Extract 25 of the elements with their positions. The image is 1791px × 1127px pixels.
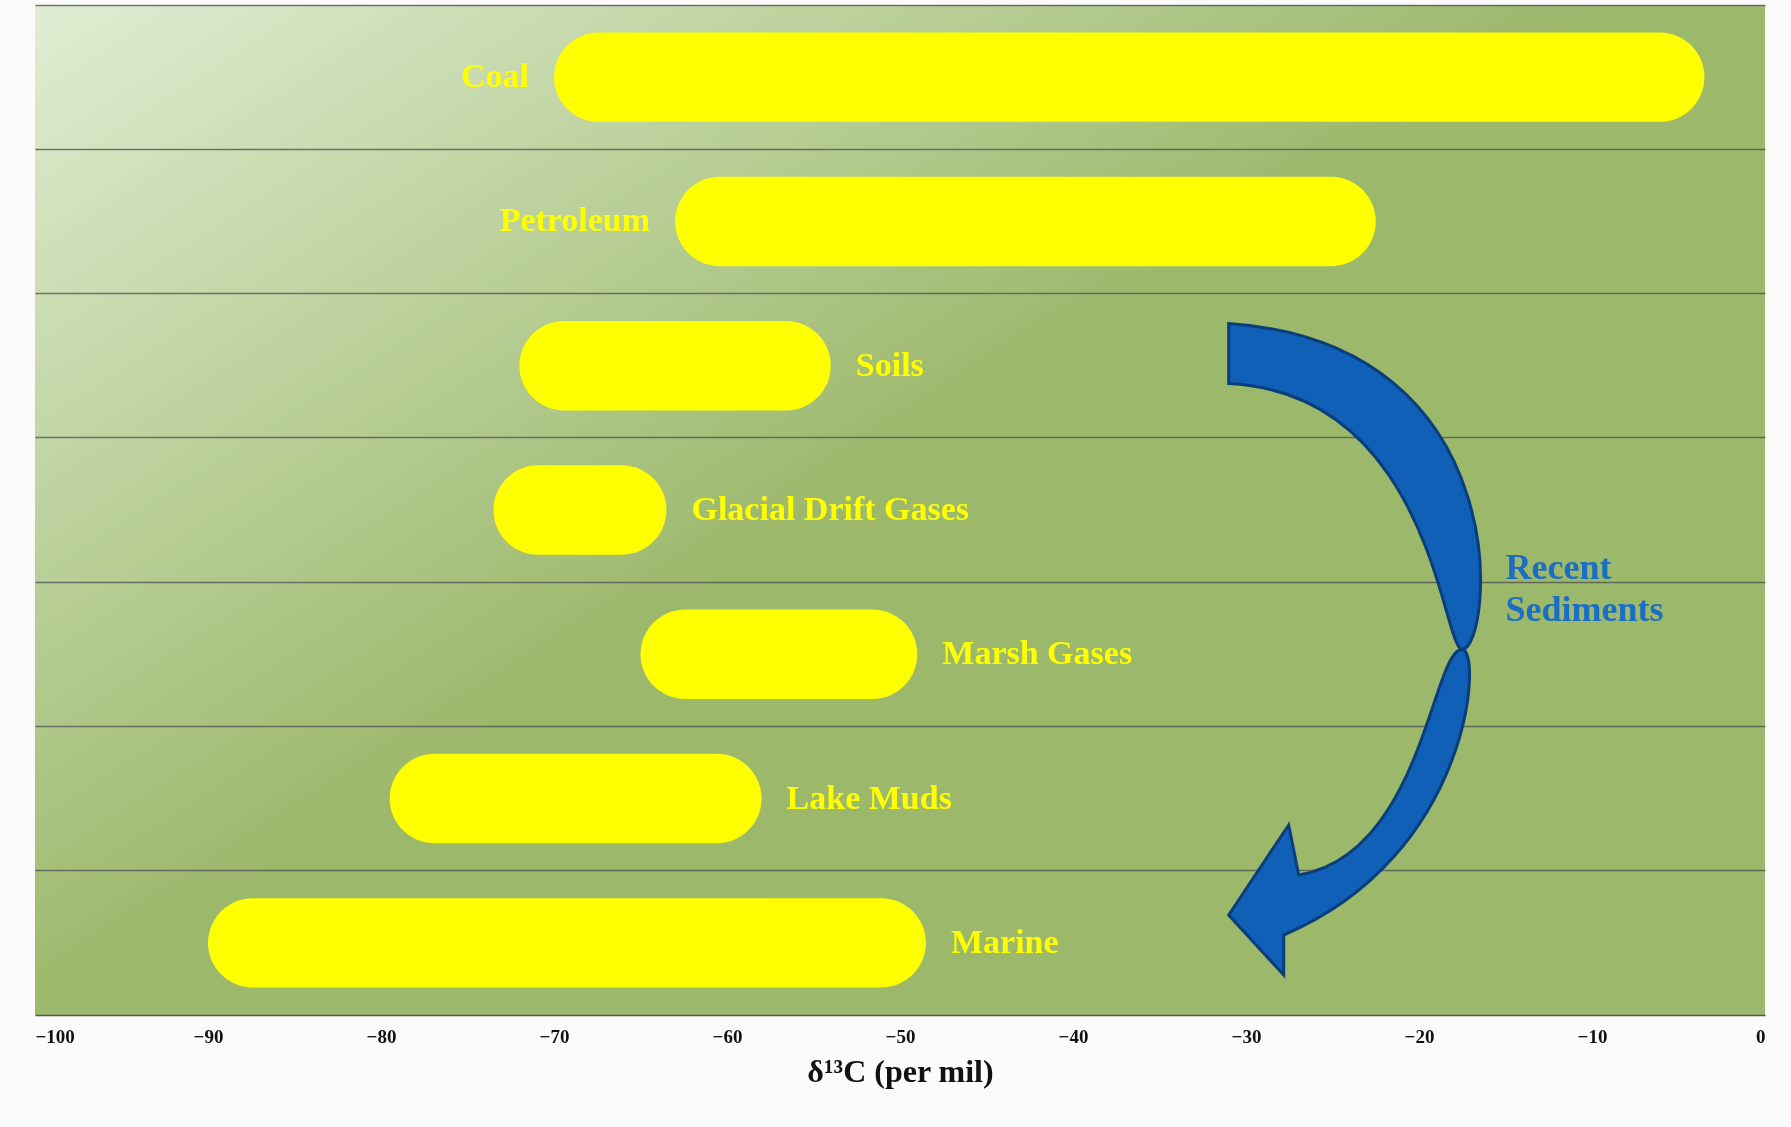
bar bbox=[389, 753, 762, 844]
x-tick-label: −80 bbox=[366, 1025, 397, 1047]
x-axis-title: δ¹³C (per mil) bbox=[807, 1052, 994, 1089]
y-tick-label: Petroleum bbox=[499, 201, 651, 239]
x-tick-label: −90 bbox=[193, 1025, 224, 1047]
x-tick-label: −30 bbox=[1231, 1025, 1262, 1047]
bar bbox=[519, 320, 831, 411]
y-tick-label: Marine bbox=[950, 922, 1059, 960]
bar bbox=[554, 32, 1705, 122]
x-tick-label: −60 bbox=[712, 1025, 743, 1047]
x-tick-label: −100 bbox=[35, 1025, 75, 1047]
y-tick-label: Glacial Drift Gases bbox=[691, 490, 970, 527]
annotation: Recent Sediments bbox=[1505, 547, 1664, 629]
x-tick-label: −50 bbox=[885, 1025, 916, 1047]
x-tick-label: −10 bbox=[1577, 1025, 1608, 1047]
x-tick-label: −20 bbox=[1404, 1025, 1435, 1047]
y-tick-label: Marsh Gases bbox=[942, 634, 1133, 672]
x-tick-label: −70 bbox=[539, 1025, 570, 1047]
x-tick-label: −40 bbox=[1058, 1025, 1089, 1047]
y-tick-label: Coal bbox=[461, 57, 529, 95]
x-tick-label: 0 bbox=[1756, 1025, 1766, 1047]
bar bbox=[208, 898, 926, 988]
y-tick-label: Soils bbox=[855, 345, 924, 383]
bar bbox=[675, 176, 1376, 267]
y-tick-label: Lake Muds bbox=[786, 778, 952, 816]
